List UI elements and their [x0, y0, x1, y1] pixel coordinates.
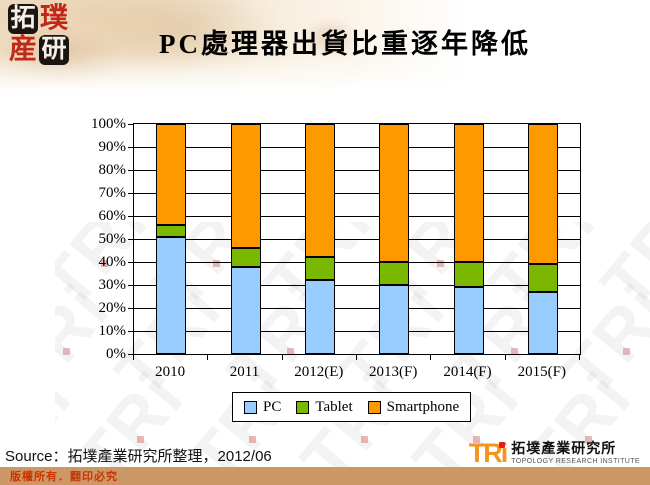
bar-segment-pc-2011 — [230, 266, 261, 354]
tri-logo-name-cn: 拓墣產業研究所 — [511, 441, 617, 457]
gridline — [134, 261, 580, 263]
y-axis-label: 100% — [91, 116, 126, 132]
x-axis-tick — [207, 355, 209, 360]
bar-segment-smartphone-2013(F) — [379, 124, 410, 262]
y-axis-label: 60% — [98, 208, 127, 224]
watermark-dot — [623, 348, 630, 355]
y-axis-tick — [128, 331, 134, 332]
watermark-dot — [361, 436, 368, 443]
legend-label: PC — [263, 398, 282, 415]
bar-segment-smartphone-2012(E) — [304, 124, 335, 258]
tri-logo-name-en: TOPOLOGY RESEARCH INSTITUTE — [511, 457, 640, 465]
y-axis-tick — [128, 308, 134, 309]
copyright-text: 版權所有．翻印必究 — [10, 471, 118, 483]
bar-segment-pc-2012(E) — [304, 280, 335, 354]
bar-segment-tablet-2012(E) — [304, 257, 335, 281]
y-axis-tick — [128, 285, 134, 286]
y-axis-tick — [128, 354, 134, 355]
x-axis-tick — [579, 355, 580, 360]
gridline — [134, 284, 580, 286]
x-axis-label: 2010 — [155, 364, 186, 380]
legend-label: Tablet — [315, 398, 353, 415]
watermark-dot — [249, 436, 256, 443]
y-axis-label: 0% — [106, 346, 126, 362]
bar-segment-tablet-2011 — [230, 248, 261, 267]
x-axis-tick — [430, 355, 432, 360]
bar-segment-smartphone-2014(F) — [453, 124, 484, 262]
chart-legend: PC Tablet Smartphone — [232, 392, 472, 422]
bar-segment-pc-2010 — [156, 236, 187, 354]
bar-segment-tablet-2013(F) — [379, 262, 410, 285]
copyright-bar: 版權所有．翻印必究 — [0, 467, 650, 485]
x-axis-label: 2015(F) — [517, 364, 566, 380]
legend-label: Smartphone — [386, 398, 460, 415]
watermark-text: TRi — [586, 222, 650, 323]
gridline — [134, 307, 580, 309]
tri-logo: TRi 拓墣產業研究所 TOPOLOGY RESEARCH INSTITUTE — [469, 440, 640, 467]
bar-segment-pc-2013(F) — [379, 285, 410, 354]
x-axis-label: 2011 — [229, 364, 260, 380]
y-axis-tick — [128, 147, 134, 148]
x-axis-label: 2012(E) — [294, 364, 344, 380]
x-axis-tick — [504, 355, 506, 360]
y-axis-label: 90% — [98, 139, 127, 155]
source-note: Source：拓墣產業研究所整理，2012/06 — [5, 448, 272, 465]
watermark-dot — [137, 436, 144, 443]
plot-area — [133, 123, 581, 355]
tri-seal-icon: 拓 璞 産 研 — [8, 4, 70, 66]
y-axis-label: 50% — [98, 231, 127, 247]
y-axis-tick — [128, 216, 134, 217]
gridline — [134, 215, 580, 217]
tri-logo-mark: TRi — [468, 438, 508, 468]
bar-segment-pc-2014(F) — [453, 287, 484, 354]
x-axis-tick — [281, 355, 283, 360]
gridline — [134, 238, 580, 240]
bar-segment-tablet-2014(F) — [453, 262, 484, 288]
gridline — [134, 146, 580, 148]
bar-segment-smartphone-2015(F) — [527, 124, 558, 265]
y-axis-tick — [128, 193, 134, 194]
y-axis-tick — [128, 170, 134, 171]
bar-segment-tablet-2010 — [156, 225, 187, 237]
y-axis-tick — [128, 239, 134, 240]
gridline — [134, 330, 580, 332]
x-axis-tick — [133, 355, 134, 360]
seal-char: 拓 — [8, 4, 38, 34]
y-axis-label: 20% — [98, 300, 127, 316]
y-axis-tick — [128, 262, 134, 263]
seal-char: 産 — [8, 34, 37, 65]
seal-char: 研 — [39, 35, 69, 65]
bar-segment-tablet-2015(F) — [527, 264, 558, 292]
bar-segment-smartphone-2011 — [230, 124, 261, 249]
y-axis-label: 40% — [98, 254, 127, 270]
legend-item-tablet: Tablet — [296, 398, 353, 415]
seal-char: 璞 — [39, 3, 68, 34]
y-axis-label: 30% — [98, 277, 127, 293]
x-axis-label: 2013(F) — [368, 364, 418, 380]
gridline — [134, 192, 580, 194]
legend-item-smartphone: Smartphone — [367, 398, 460, 415]
legend-swatch — [296, 400, 310, 414]
header: 拓 璞 産 研 PC處理器出貨比重逐年降低 — [0, 0, 650, 95]
y-axis-label: 70% — [98, 185, 127, 201]
chart-title: PC處理器出貨比重逐年降低 — [159, 29, 531, 59]
bar-segment-smartphone-2010 — [156, 124, 187, 226]
gridline — [134, 169, 580, 171]
bar-segment-pc-2015(F) — [527, 291, 558, 354]
y-axis-label: 80% — [98, 162, 127, 178]
y-axis-tick — [128, 124, 134, 125]
legend-swatch — [367, 400, 381, 414]
x-axis-tick — [356, 355, 357, 360]
legend-item-pc: PC — [244, 398, 282, 415]
x-axis-label: 2014(F) — [443, 364, 492, 380]
y-axis-label: 10% — [98, 323, 127, 339]
legend-swatch — [244, 400, 257, 414]
